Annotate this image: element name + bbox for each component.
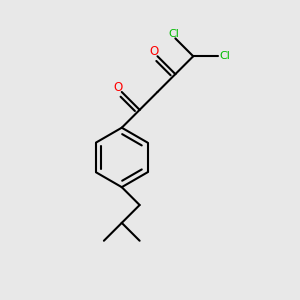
Text: Cl: Cl: [168, 29, 179, 39]
Text: O: O: [114, 81, 123, 94]
Text: O: O: [149, 45, 159, 58]
Text: Cl: Cl: [220, 51, 230, 61]
